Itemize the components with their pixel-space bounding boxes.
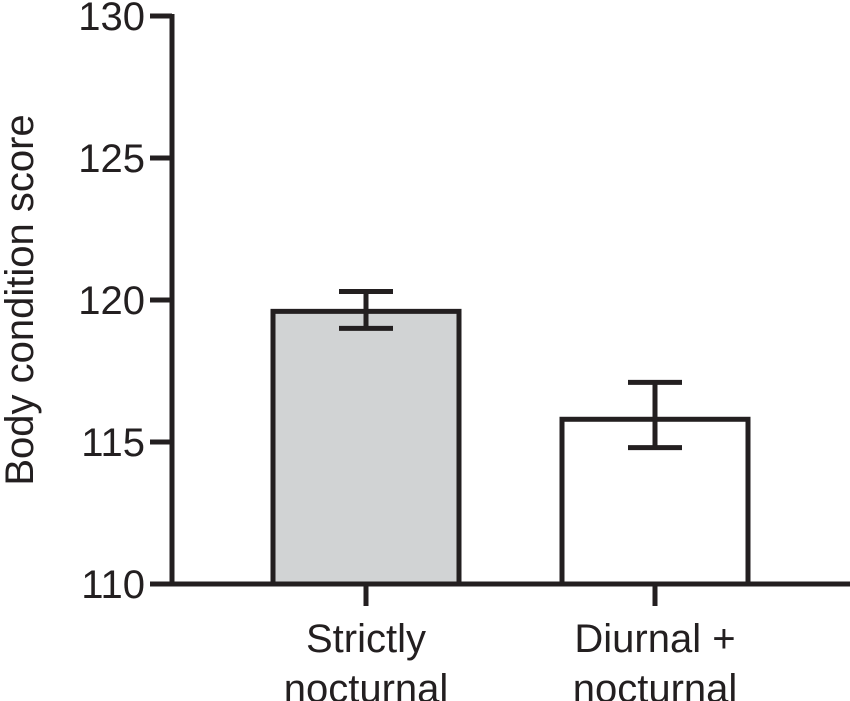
y-axis-title: Body condition score [0, 114, 42, 485]
error-bars [339, 288, 682, 451]
x-axis [170, 581, 850, 606]
category-labels: Strictly nocturnal Diurnal + nocturnal [284, 617, 738, 701]
y-tick-label: 110 [81, 563, 145, 607]
bar [270, 308, 462, 587]
category-label: nocturnal [284, 667, 449, 701]
category-label: Diurnal + [574, 617, 735, 661]
y-axis: 110 115 120 125 130 [78, 0, 175, 607]
y-tick-label: 120 [78, 279, 145, 323]
category-label: Strictly [306, 617, 426, 661]
y-tick-label: 125 [78, 137, 145, 181]
bars [270, 308, 751, 587]
y-tick-label: 130 [78, 0, 145, 39]
y-tick-label: 115 [81, 421, 145, 465]
category-label: nocturnal [573, 667, 738, 701]
